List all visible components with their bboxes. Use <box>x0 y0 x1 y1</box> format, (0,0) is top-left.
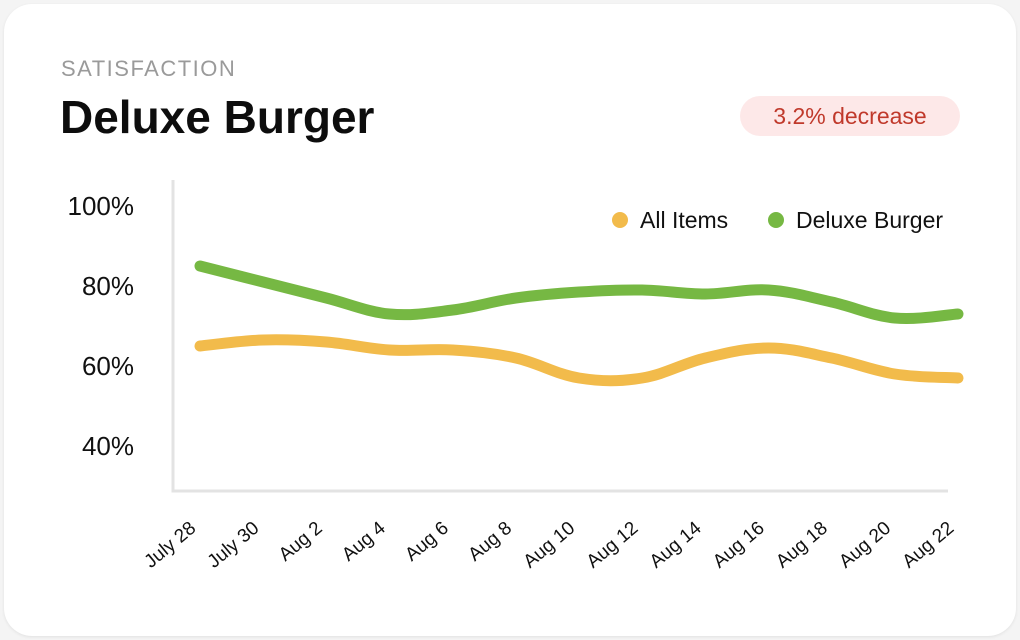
y-tick-label: 40% <box>82 431 134 461</box>
x-tick-label: Aug 8 <box>465 518 517 566</box>
legend-label-all-items: All Items <box>640 207 728 233</box>
y-tick-label: 80% <box>82 271 134 301</box>
legend: All Items Deluxe Burger <box>612 207 943 233</box>
axes <box>171 180 948 493</box>
x-tick-label: Aug 10 <box>520 518 580 573</box>
x-tick-label: Aug 16 <box>709 518 769 573</box>
y-axis-ticks: 100% 80% 60% 40% <box>68 191 135 461</box>
legend-label-deluxe-burger: Deluxe Burger <box>796 207 943 233</box>
series-line-deluxe-burger <box>194 260 964 324</box>
legend-marker-deluxe-burger <box>768 212 784 228</box>
metric-label: SATISFACTION <box>61 56 237 81</box>
x-tick-label: Aug 2 <box>275 518 327 566</box>
x-tick-label: Aug 18 <box>772 518 832 573</box>
x-tick-label: Aug 20 <box>835 518 895 573</box>
change-badge: 3.2% decrease <box>740 96 960 136</box>
series-line-all-items <box>194 334 964 387</box>
y-tick-label: 60% <box>82 351 134 381</box>
x-axis-ticks: July 28 July 30 Aug 2 Aug 4 Aug 6 Aug 8 Aug 10… <box>141 517 959 572</box>
legend-marker-all-items <box>612 212 628 228</box>
x-tick-label: Aug 6 <box>401 518 453 566</box>
series-lines <box>194 260 964 387</box>
page-title: Deluxe Burger <box>60 91 375 143</box>
x-tick-label: Aug 14 <box>646 517 706 572</box>
x-tick-label: Aug 22 <box>899 518 959 573</box>
x-tick-label: Aug 4 <box>338 517 390 565</box>
y-tick-label: 100% <box>68 191 135 221</box>
x-tick-label: July 30 <box>204 518 264 573</box>
axis-lines <box>171 180 948 493</box>
x-tick-label: July 28 <box>141 518 201 573</box>
x-tick-label: Aug 12 <box>583 518 643 573</box>
